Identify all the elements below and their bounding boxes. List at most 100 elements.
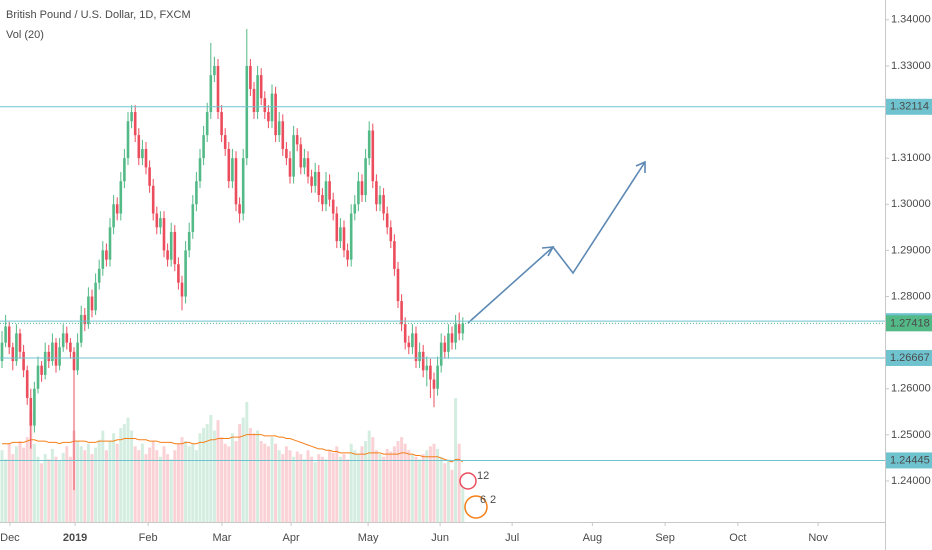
candle-body: [457, 324, 461, 334]
candle-body: [346, 250, 349, 260]
candle-body: [313, 172, 317, 186]
last-price-label-bg: [886, 315, 932, 332]
candle-body: [328, 181, 331, 200]
plot-area: [0, 29, 465, 522]
candle-body: [263, 98, 267, 113]
candle-body: [321, 195, 324, 205]
candle-body: [29, 397, 33, 426]
candle-body: [141, 148, 144, 159]
candle-body: [335, 213, 339, 242]
y-tick-label: 1.29000: [891, 244, 931, 256]
event-marker[interactable]: [464, 495, 488, 519]
volume-bar: [176, 443, 180, 522]
candle-body: [234, 158, 238, 205]
candle-body: [249, 65, 252, 89]
volume-bar: [259, 441, 263, 522]
candle-body: [450, 333, 454, 343]
candle-body: [245, 65, 249, 159]
volume-bar: [270, 437, 274, 522]
volume-bar: [76, 441, 80, 522]
volume-bar: [378, 454, 382, 522]
volume-bar: [29, 411, 33, 522]
y-tick-label: 1.31000: [891, 152, 931, 164]
volume-bar: [40, 463, 44, 522]
candle-body: [393, 241, 396, 269]
volume-bar: [425, 450, 429, 522]
candle-body: [216, 65, 220, 113]
level-label-bg: [886, 349, 932, 366]
candle-body: [65, 333, 69, 343]
candle-body: [184, 250, 187, 297]
arrow-head: [635, 160, 646, 173]
candle-body: [259, 75, 263, 99]
candle-body: [403, 324, 407, 343]
volume-bar: [94, 447, 98, 522]
candle-body: [97, 268, 101, 283]
volume-bar: [292, 456, 296, 522]
candle-body: [72, 351, 76, 371]
candle-body: [364, 158, 367, 196]
volume-bar: [349, 443, 353, 522]
candle-body: [173, 231, 177, 265]
volume-bar: [90, 454, 94, 522]
candle-body: [439, 342, 443, 366]
volume-bar: [382, 456, 386, 522]
candle-body: [115, 204, 119, 214]
volume-bar: [22, 447, 26, 522]
level-label-bg: [886, 452, 932, 469]
candle-body: [7, 326, 11, 348]
x-tick-label: Sep: [655, 532, 675, 544]
volume-bar: [446, 459, 450, 522]
candle-body: [367, 130, 371, 159]
event-marker[interactable]: [459, 472, 477, 490]
volume-bar: [97, 439, 101, 522]
volume-bar: [137, 450, 141, 522]
volume-bar: [47, 459, 51, 522]
event-count: 12: [477, 470, 489, 482]
candle-body: [324, 181, 328, 205]
candle-body: [454, 324, 457, 343]
candle-body: [144, 148, 148, 168]
volume-bar: [230, 433, 234, 522]
candle-body: [414, 333, 418, 362]
volume-bar: [58, 460, 62, 522]
volume-bar: [32, 443, 36, 522]
volume-bar: [306, 450, 310, 522]
candle-body: [51, 342, 54, 362]
x-tick-label: Oct: [729, 532, 746, 544]
candle-body: [155, 213, 159, 228]
volume-bar: [432, 443, 436, 522]
arrow-head: [541, 246, 555, 257]
volume-bar: [4, 459, 8, 522]
volume-bar: [68, 456, 72, 522]
volume-bar: [364, 441, 368, 522]
volume-bar: [0, 450, 4, 522]
indicator-label: Vol (20): [6, 29, 44, 41]
volume-bar: [151, 441, 155, 522]
y-tick-label: 1.30000: [891, 198, 931, 210]
volume-bar: [238, 424, 242, 522]
candle-body: [15, 333, 18, 362]
candle-body: [148, 167, 151, 186]
candle-body: [11, 347, 15, 362]
x-tick-label: Jul: [505, 532, 519, 544]
volume-bar: [187, 446, 191, 522]
candle-body: [310, 176, 313, 186]
candle-body: [252, 88, 256, 113]
candle-body: [295, 135, 299, 145]
volume-bar: [428, 446, 432, 522]
volume-bar: [248, 428, 252, 522]
candle-body: [76, 342, 79, 371]
candle-body: [166, 250, 169, 260]
volume-bar: [360, 446, 364, 522]
volume-bar: [414, 456, 418, 522]
y-tick-label: 1.34000: [891, 14, 931, 26]
volume-bar: [112, 433, 116, 522]
candle-body: [180, 282, 184, 297]
volume-bar: [223, 443, 227, 522]
volume-bar: [83, 450, 87, 522]
candle-body: [385, 213, 389, 228]
volume-bar: [148, 447, 152, 522]
volume-bar: [158, 456, 162, 522]
